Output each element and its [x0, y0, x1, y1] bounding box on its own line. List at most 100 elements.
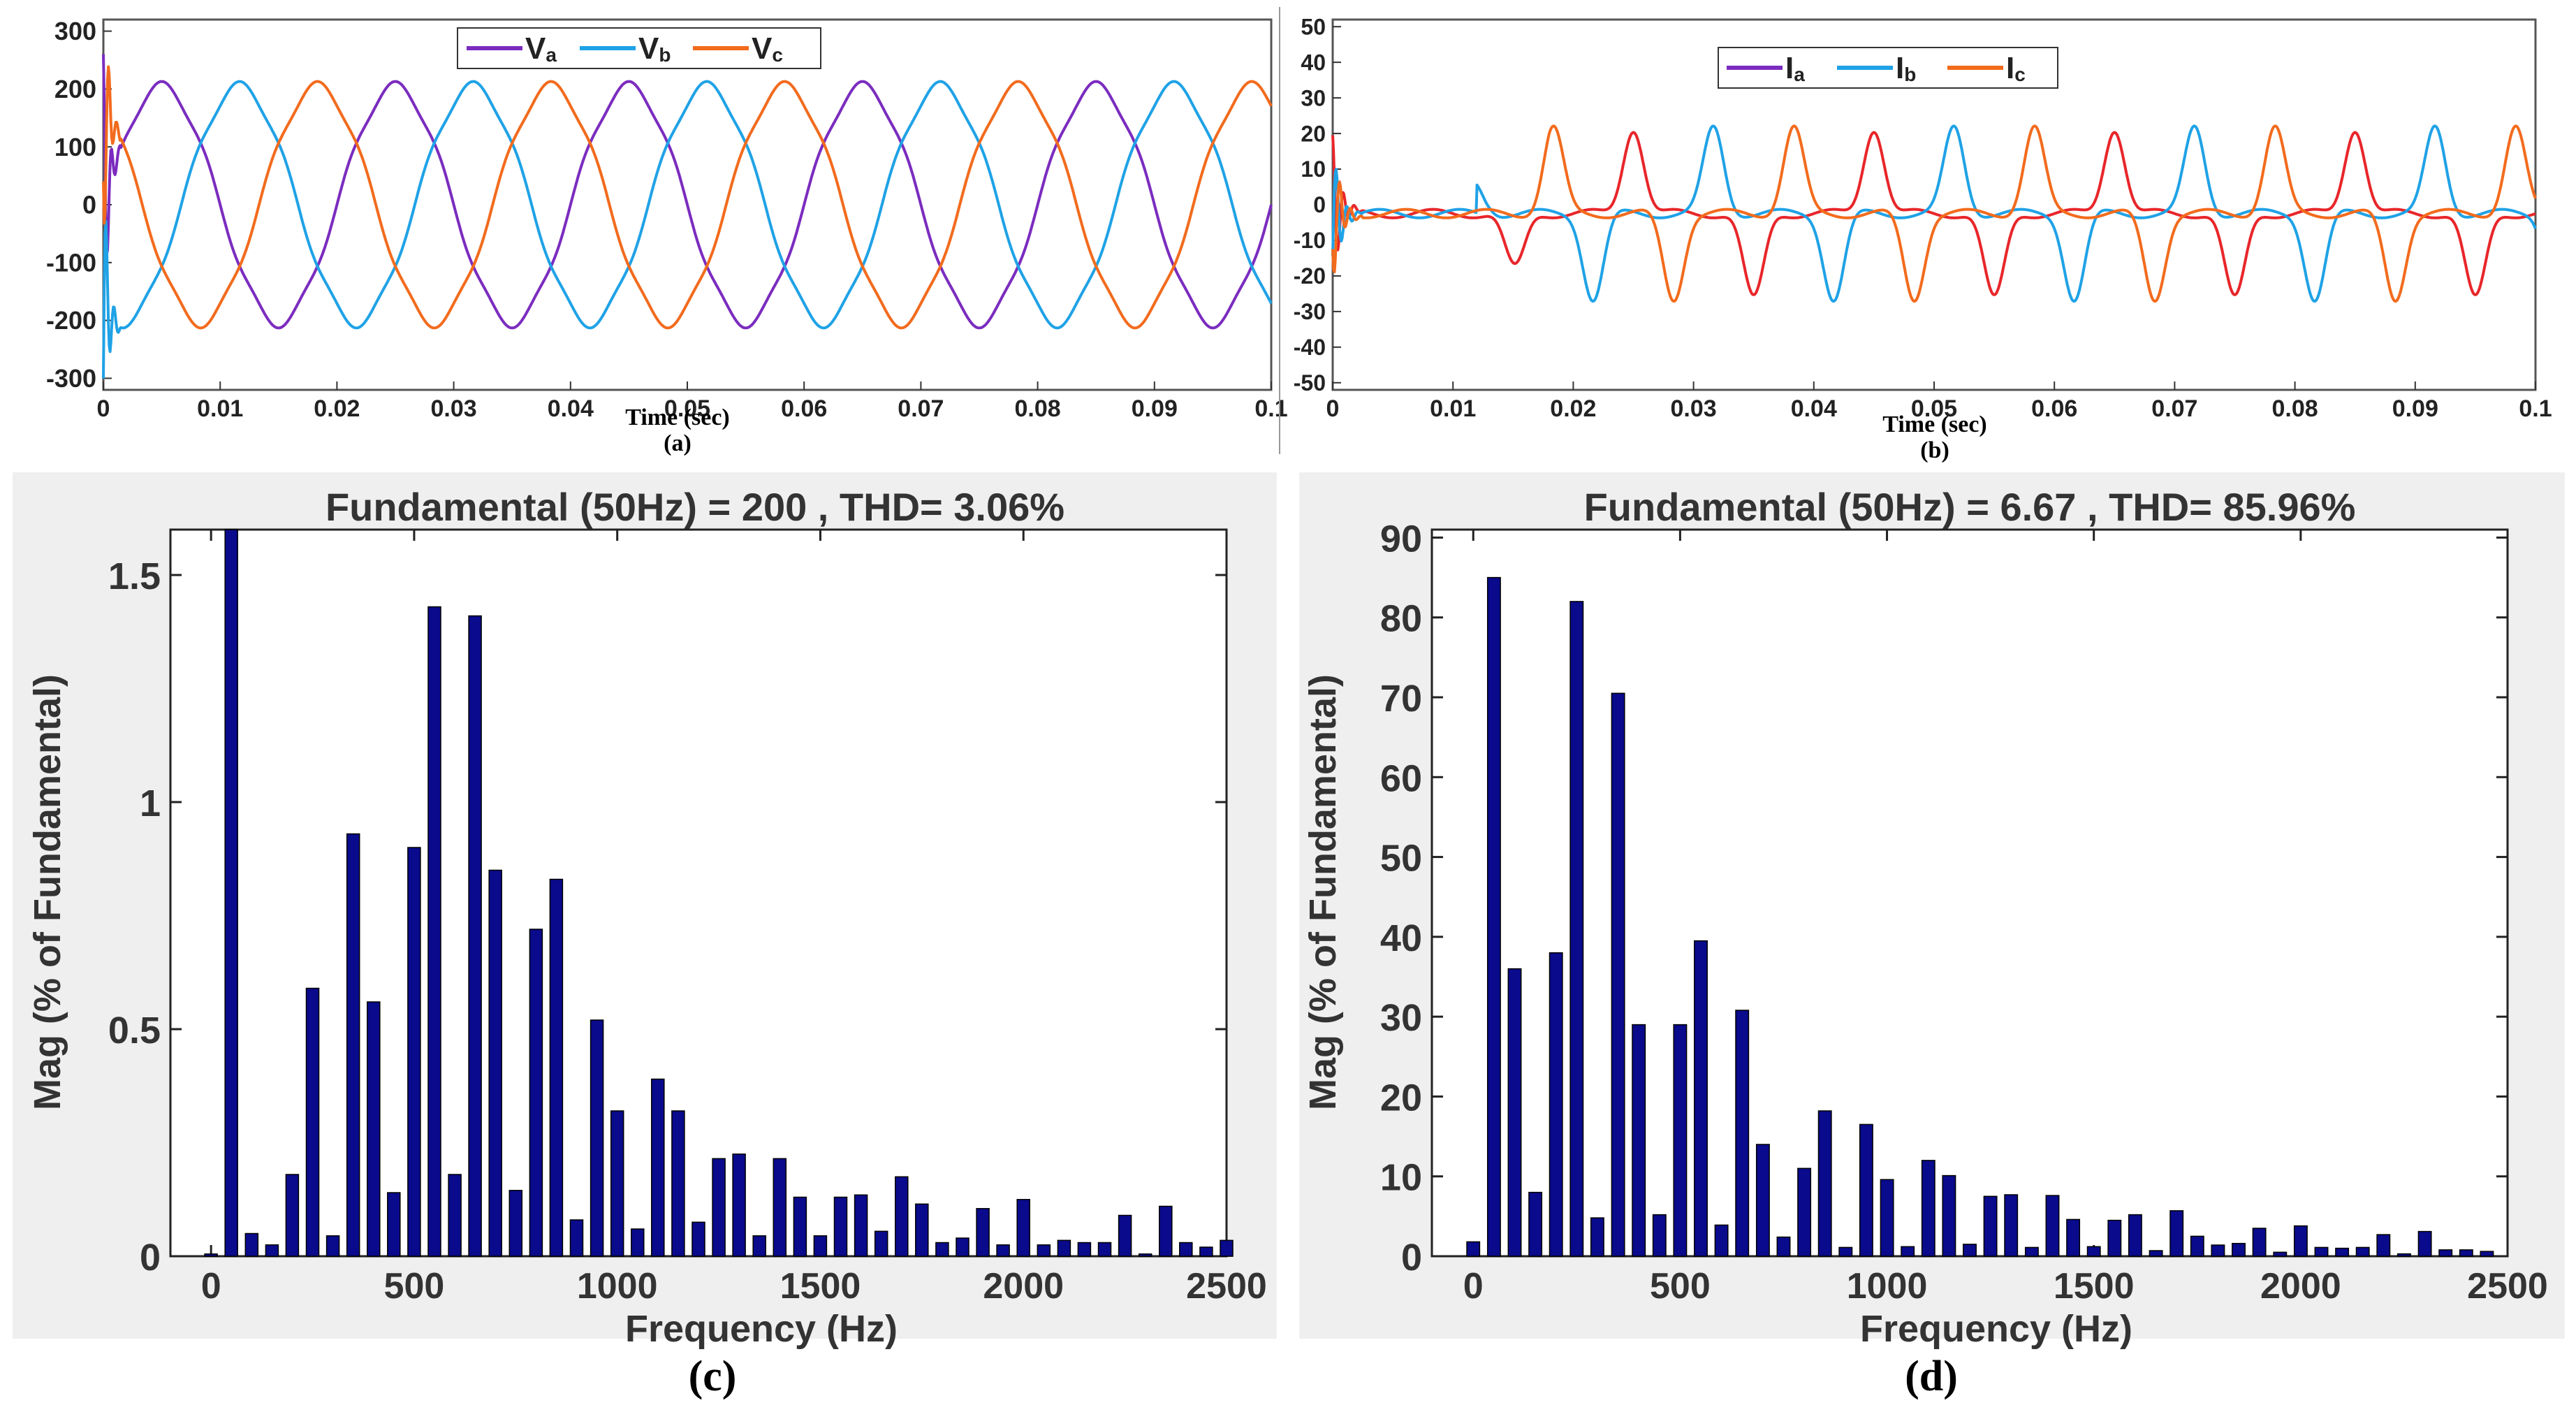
y-tick-label: 20	[1301, 121, 1326, 146]
fft-bar	[1179, 1242, 1193, 1257]
fft-bar	[2169, 1210, 2184, 1257]
y-tick-label: 300	[54, 17, 96, 45]
x-tick-label: 0.01	[1430, 395, 1476, 422]
panel-c-label: (c)	[689, 1353, 737, 1400]
fft-bar	[285, 1174, 300, 1257]
panel-d-ylabel: Mag (% of Fundamental)	[1302, 674, 1344, 1110]
fft-bar	[387, 1192, 401, 1257]
fft-bar	[2480, 1251, 2494, 1257]
fft-bar	[2293, 1225, 2308, 1257]
x-tick-label: 0.04	[548, 395, 594, 422]
panel-b-xlabel: Time (sec)	[1882, 412, 1986, 437]
fft-bar	[1776, 1236, 1791, 1257]
x-tick-label: 0.09	[2392, 395, 2438, 422]
fft-bar	[2024, 1246, 2039, 1257]
panel-d-y-tick-labels: 0 10 20 30 40 50 60 70 80 90	[1380, 518, 1422, 1279]
x-tick-label: 0.1	[1254, 395, 1287, 422]
fft-bar	[631, 1228, 645, 1257]
fft-bar	[1942, 1174, 1956, 1257]
fft-bar	[651, 1078, 665, 1257]
fft-bar	[1817, 1110, 1832, 1257]
fft-bar	[773, 1158, 787, 1257]
fft-bar	[1901, 1246, 1915, 1257]
panel-a-y-tick-labels: 300 200 100 0 -100 -200 -300	[46, 17, 96, 393]
fft-bar	[468, 615, 482, 1257]
fft-bar	[2190, 1235, 2204, 1257]
fft-bar	[2086, 1246, 2101, 1257]
fft-bar	[224, 529, 238, 1257]
panel-d-current-fft: Fundamental (50Hz) = 6.67 , THD= 85.96% …	[1302, 485, 2548, 1400]
y-tick-label: 0	[1313, 192, 1326, 217]
x-tick-label: 0.03	[431, 395, 477, 422]
x-tick-label: 0.08	[2272, 395, 2318, 422]
panel-a-label: (a)	[664, 430, 691, 456]
x-tick-label: 0.09	[1132, 395, 1178, 422]
fft-bar	[1159, 1205, 1173, 1257]
x-tick-label: 0.08	[1015, 395, 1061, 422]
fft-bar	[1507, 968, 1522, 1257]
fft-bar	[1673, 1024, 1688, 1257]
x-tick-label: 500	[384, 1266, 445, 1307]
y-tick-label: -30	[1294, 299, 1326, 324]
fft-bar	[793, 1196, 807, 1257]
fft-bar	[1983, 1195, 1998, 1257]
fft-bar	[1963, 1244, 1977, 1257]
fft-bar	[529, 929, 543, 1257]
y-tick-label: 80	[1380, 598, 1422, 640]
panel-b-y-tick-labels: 50 40 30 20 10 0 -10 -20 -30 -40 -50	[1294, 14, 1326, 395]
y-tick-label: -10	[1294, 228, 1326, 253]
fft-bar	[2232, 1242, 2246, 1257]
fft-bar	[2396, 1253, 2411, 1257]
x-tick-label: 2000	[2260, 1266, 2341, 1307]
fft-bar	[1590, 1217, 1604, 1257]
fft-bar	[1016, 1199, 1030, 1257]
fft-bar	[1549, 952, 1563, 1257]
panel-c-bars	[204, 529, 1234, 1257]
y-tick-label: 0.5	[108, 1010, 161, 1052]
fft-bar	[1199, 1246, 1213, 1257]
fft-bar	[488, 869, 502, 1257]
fft-bar	[1220, 1239, 1234, 1257]
fft-bar	[2376, 1234, 2391, 1257]
fft-bar	[508, 1190, 523, 1257]
fft-bar	[1037, 1244, 1051, 1257]
fft-bar	[305, 987, 320, 1257]
y-tick-label: -40	[1294, 335, 1326, 360]
fft-bar	[895, 1176, 909, 1257]
x-tick-label: 0.06	[2031, 395, 2077, 422]
fft-bar	[1797, 1167, 1812, 1257]
panel-d-bars	[1466, 576, 2494, 1257]
x-tick-label: 0.1	[2519, 395, 2552, 422]
fft-bar	[1118, 1214, 1132, 1257]
y-tick-label: -20	[1294, 263, 1326, 289]
fft-bar	[448, 1174, 462, 1257]
fft-bar	[1714, 1224, 1729, 1257]
panel-a-x-tick-labels: 0 0.01 0.02 0.03 0.04 0.05 0.06 0.07 0.08 0.09 0.1	[97, 395, 1288, 422]
legend-vb-label: Vb	[638, 31, 671, 66]
y-tick-label: 10	[1301, 157, 1326, 182]
y-tick-label: 90	[1380, 518, 1422, 560]
y-tick-label: 30	[1380, 997, 1422, 1039]
fft-bar	[1838, 1246, 1853, 1257]
fft-bar	[590, 1019, 604, 1257]
fft-bar	[2045, 1195, 2060, 1257]
fft-bar	[204, 1253, 218, 1257]
x-tick-label: 0.07	[898, 395, 944, 422]
fft-bar	[2066, 1218, 2081, 1257]
panel-c-y-tick-labels: 0 0.5 1 1.5	[108, 555, 161, 1279]
x-tick-label: 0.05	[664, 395, 710, 422]
x-tick-label: 0	[201, 1266, 221, 1307]
x-tick-label: 500	[1650, 1266, 1711, 1307]
fft-bar	[1097, 1242, 1112, 1257]
fft-bar	[325, 1235, 340, 1257]
x-tick-label: 0	[1326, 395, 1340, 422]
fft-bar	[2314, 1246, 2329, 1257]
fft-bar	[752, 1235, 766, 1257]
fft-bar	[1921, 1160, 1935, 1257]
panel-a-voltage-waveforms: 300 200 100 0 -100 -200 -300 0 0.01 0.02 0.03 0.04…	[46, 17, 1288, 456]
fft-bar	[407, 847, 421, 1257]
fft-bar	[367, 1001, 381, 1257]
x-tick-label: 0.03	[1671, 395, 1717, 422]
fft-bar	[1077, 1242, 1092, 1257]
panel-c-plot-area	[169, 528, 1228, 1258]
